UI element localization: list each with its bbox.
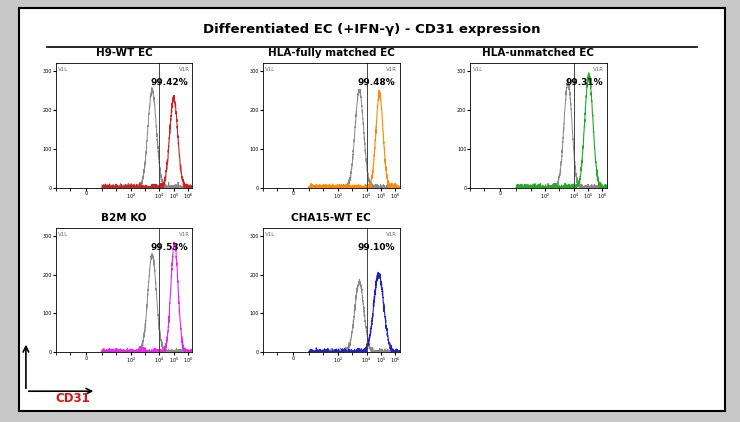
Text: 99.48%: 99.48% [357, 78, 395, 87]
Text: HLA-unmatched EC: HLA-unmatched EC [482, 48, 594, 58]
Text: H9-WT EC: H9-WT EC [95, 48, 152, 58]
Text: V1R: V1R [593, 67, 604, 72]
Text: 99.53%: 99.53% [151, 243, 188, 252]
Text: V1L: V1L [473, 67, 483, 72]
Text: V1R: V1R [178, 67, 189, 72]
Text: V1L: V1L [58, 232, 69, 237]
Text: Differentiated EC (+IFN-γ) - CD31 expression: Differentiated EC (+IFN-γ) - CD31 expres… [203, 22, 541, 35]
Text: V1L: V1L [58, 67, 69, 72]
Text: HLA-fully matched EC: HLA-fully matched EC [268, 48, 394, 58]
Text: V1R: V1R [386, 232, 397, 237]
Text: CD31: CD31 [56, 392, 90, 405]
Text: V1R: V1R [178, 232, 189, 237]
Text: 99.42%: 99.42% [150, 78, 188, 87]
Text: 99.31%: 99.31% [565, 78, 602, 87]
Text: B2M KO: B2M KO [101, 213, 147, 223]
Text: V1L: V1L [266, 67, 276, 72]
Text: CHA15-WT EC: CHA15-WT EC [292, 213, 371, 223]
Text: 99.10%: 99.10% [358, 243, 395, 252]
Text: V1L: V1L [266, 232, 276, 237]
Text: V1R: V1R [386, 67, 397, 72]
